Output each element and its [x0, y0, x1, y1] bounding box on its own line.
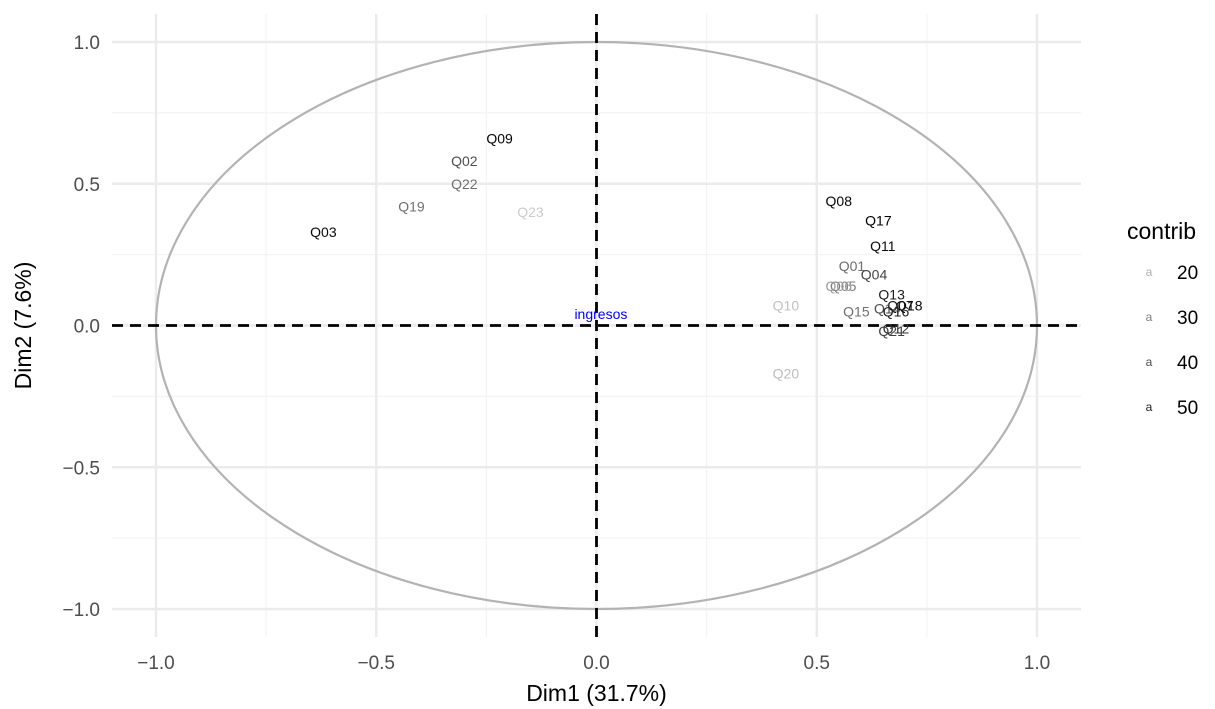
variable-label-q16: Q16: [883, 303, 910, 319]
variable-label-q23: Q23: [517, 204, 544, 220]
y-tick-label: −1.0: [62, 600, 100, 621]
y-tick-label: 1.0: [74, 33, 100, 54]
legend-entry-label: 50: [1177, 398, 1198, 419]
variable-label-q03: Q03: [310, 224, 337, 240]
variable-label-q13: Q13: [878, 286, 905, 302]
y-tick-label: 0.0: [74, 317, 100, 338]
variable-label-q05: Q05: [830, 278, 857, 294]
variable-label-q21: Q21: [878, 323, 905, 339]
variable-label-q06: Q06: [826, 278, 853, 294]
legend-key-glyph: a: [1146, 310, 1153, 324]
supplementary-label-ingresos: ingresos: [574, 306, 627, 322]
variable-label-q15: Q15: [843, 303, 870, 319]
variable-label-q17: Q17: [865, 213, 892, 229]
legend-entry-label: 20: [1177, 263, 1198, 284]
variable-label-q12: Q12: [883, 320, 910, 336]
x-axis-title: Dim1 (31.7%): [526, 680, 667, 706]
variable-label-q18: Q18: [896, 298, 923, 314]
y-axis-ticks: −1.0 −0.5 0.0 0.5 1.0: [62, 33, 100, 621]
supplementary-variable-labels: ingresos: [574, 306, 627, 322]
variable-label-q22: Q22: [451, 176, 478, 192]
legend-key-glyph: a: [1146, 355, 1153, 369]
variable-label-q10: Q10: [773, 298, 800, 314]
variable-label-q01: Q01: [839, 258, 866, 274]
x-axis-ticks: −1.0 −0.5 0.0 0.5 1.0: [137, 653, 1050, 674]
variable-label-q02: Q02: [451, 153, 478, 169]
legend-key-glyph: a: [1146, 400, 1153, 414]
variable-label-q08: Q08: [826, 193, 853, 209]
variable-label-q19: Q19: [398, 198, 425, 214]
variable-label-q14: Q14: [874, 300, 901, 316]
variable-label-q09: Q09: [486, 130, 513, 146]
x-tick-label: −0.5: [357, 653, 395, 674]
variable-label-q07: Q07: [887, 298, 914, 314]
variable-label-q11: Q11: [870, 238, 896, 254]
y-tick-label: 0.5: [74, 175, 100, 196]
legend-entry-label: 30: [1177, 308, 1198, 329]
legend-title: contrib: [1127, 218, 1196, 244]
x-tick-label: −1.0: [137, 653, 175, 674]
variable-label-q20: Q20: [773, 366, 800, 382]
x-tick-label: 1.0: [1024, 653, 1050, 674]
x-tick-label: 0.0: [583, 653, 609, 674]
legend-key-glyph: a: [1146, 265, 1153, 279]
variable-label-q04: Q04: [861, 266, 888, 282]
legend-entry-label: 40: [1177, 353, 1198, 374]
x-tick-label: 0.5: [804, 653, 830, 674]
legend: contrib a 20 a 30 a 40 a 50: [1127, 218, 1198, 419]
legend-entries: a 20 a 30 a 40 a 50: [1146, 263, 1198, 419]
y-tick-label: −0.5: [62, 458, 100, 479]
y-axis-title: Dim2 (7.6%): [10, 262, 36, 390]
